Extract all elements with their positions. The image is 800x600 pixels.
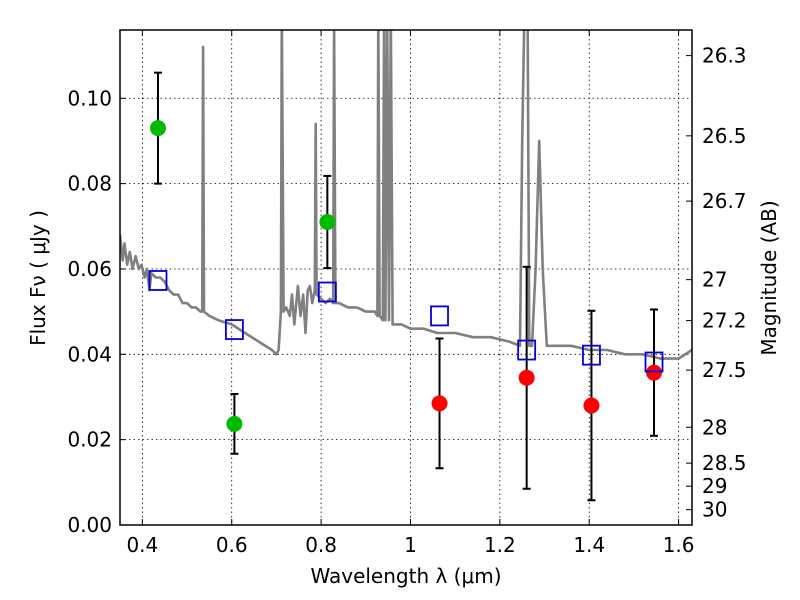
grid-lines xyxy=(120,30,692,525)
y-axis-label: Flux Fν ( μJy ) xyxy=(26,210,50,346)
y2-tick-label: 27.2 xyxy=(702,309,747,333)
blue-model-square xyxy=(517,339,537,361)
blue-model-square xyxy=(224,319,244,340)
red-data-point xyxy=(518,369,535,386)
y-tick-label: 0.00 xyxy=(67,513,112,537)
x-tick-label: 0.6 xyxy=(216,533,248,557)
blue-model-square xyxy=(644,351,664,373)
x-axis-label: Wavelength λ (μm) xyxy=(310,564,501,588)
x-tick-label: 0.8 xyxy=(305,533,337,557)
plot-area xyxy=(120,30,692,502)
y2-axis-label: Magnitude (AB) xyxy=(757,200,781,355)
red-data-point xyxy=(583,397,600,414)
y-tick-label: 0.04 xyxy=(67,342,112,366)
x-tick-label: 0.4 xyxy=(126,533,158,557)
x-tick-label: 1 xyxy=(404,533,417,557)
green-data-point xyxy=(319,214,336,231)
red-data-point xyxy=(431,395,448,412)
y2-tick-label: 27.5 xyxy=(702,358,747,382)
y2-tick-label: 26.5 xyxy=(702,124,747,148)
blue-model-square xyxy=(148,270,168,291)
green-data-point xyxy=(149,120,166,137)
blue-model-square xyxy=(430,305,449,327)
axis-ticks: 0.4 0.6 0.8 1 1.2 1.4 1.6 0.00 0.02 0.04 0.06 0.08 0… xyxy=(67,30,747,557)
y2-tick-label: 26.3 xyxy=(702,44,747,68)
y-tick-label: 0.02 xyxy=(67,428,112,452)
y2-tick-label: 27 xyxy=(702,268,727,292)
model-spectrum-line xyxy=(120,30,692,360)
blue-model-square xyxy=(582,344,601,366)
y2-tick-label: 29 xyxy=(702,474,727,498)
x-tick-label: 1.2 xyxy=(484,533,516,557)
y2-tick-label: 30 xyxy=(702,498,727,522)
plot-frame xyxy=(119,29,693,526)
y-tick-label: 0.10 xyxy=(67,86,112,110)
y2-tick-label: 28.5 xyxy=(702,451,747,475)
red-data-point xyxy=(646,364,663,381)
y-tick-label: 0.06 xyxy=(67,257,112,281)
y-tick-label: 0.08 xyxy=(67,172,112,196)
blue-model-square xyxy=(317,281,337,303)
x-tick-label: 1.6 xyxy=(663,533,695,557)
y2-tick-label: 26.7 xyxy=(702,189,747,213)
x-tick-label: 1.4 xyxy=(573,533,605,557)
y2-tick-label: 28 xyxy=(702,415,727,439)
green-data-point xyxy=(226,415,243,432)
